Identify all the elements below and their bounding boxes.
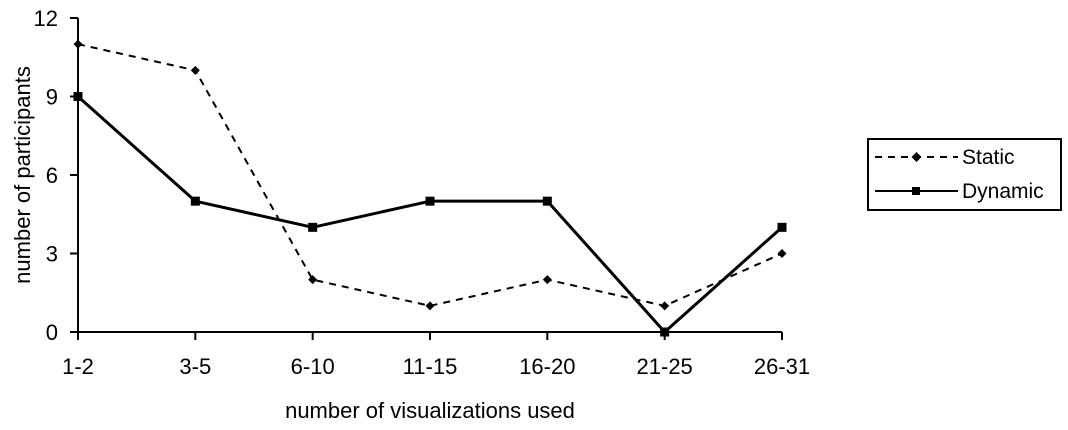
static-data-point <box>190 65 200 75</box>
static-data-point <box>660 301 670 311</box>
static-data-point <box>425 301 435 311</box>
axes <box>77 18 782 333</box>
dynamic-data-point <box>777 222 787 232</box>
y-tick-label: 6 <box>46 163 58 188</box>
x-axis-title: number of visualizations used <box>285 398 575 423</box>
legend-static-marker-icon <box>911 152 922 162</box>
y-tick-label: 9 <box>46 85 58 110</box>
legend-box <box>867 138 1062 211</box>
static-data-point <box>542 275 552 285</box>
y-axis-title: number of participants <box>10 66 35 284</box>
dynamic-series-line <box>77 95 783 334</box>
y-tick-label: 3 <box>46 242 58 267</box>
y-tick-label: 0 <box>46 320 58 345</box>
dynamic-data-point <box>73 92 83 101</box>
dynamic-data-point <box>660 327 670 337</box>
x-tick-label: 16-20 <box>519 354 575 379</box>
dynamic-data-point <box>542 196 552 206</box>
static-data-point <box>308 275 318 285</box>
x-tick-label: 3-5 <box>179 354 211 379</box>
x-tick-label: 6-10 <box>291 354 335 379</box>
static-series-line <box>77 43 783 307</box>
series-layer <box>73 39 787 337</box>
x-ticks: 1-2 3-5 6-10 11-15 16-20 21-25 26-31 <box>62 332 810 379</box>
legend-static-label: Static <box>962 146 1015 169</box>
x-tick-label: 1-2 <box>62 354 94 379</box>
dynamic-data-point <box>425 196 435 206</box>
static-data-point <box>777 249 787 258</box>
x-tick-label: 21-25 <box>637 354 693 379</box>
legend: Static Dynamic <box>867 138 1062 211</box>
x-tick-label: 11-15 <box>403 354 458 379</box>
dynamic-data-point <box>308 222 318 232</box>
legend-dynamic-marker-icon <box>912 187 920 195</box>
legend-dynamic-label: Dynamic <box>962 180 1044 203</box>
dynamic-data-point <box>190 196 200 206</box>
y-ticks: 0 3 6 9 12 <box>34 6 78 345</box>
x-tick-label: 26-31 <box>754 354 810 379</box>
y-tick-label: 12 <box>34 6 58 31</box>
static-data-point <box>73 39 83 49</box>
